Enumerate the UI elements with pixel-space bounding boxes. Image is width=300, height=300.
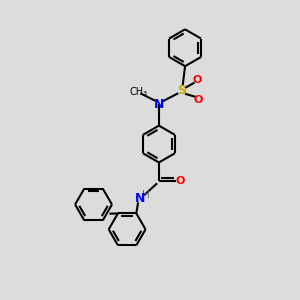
Text: H: H: [142, 190, 150, 200]
Text: O: O: [193, 75, 202, 85]
Text: O: O: [194, 95, 203, 105]
Text: N: N: [135, 192, 146, 205]
Text: N: N: [154, 98, 164, 111]
Text: CH₃: CH₃: [129, 87, 147, 97]
Text: S: S: [178, 84, 187, 98]
Text: O: O: [176, 176, 185, 186]
